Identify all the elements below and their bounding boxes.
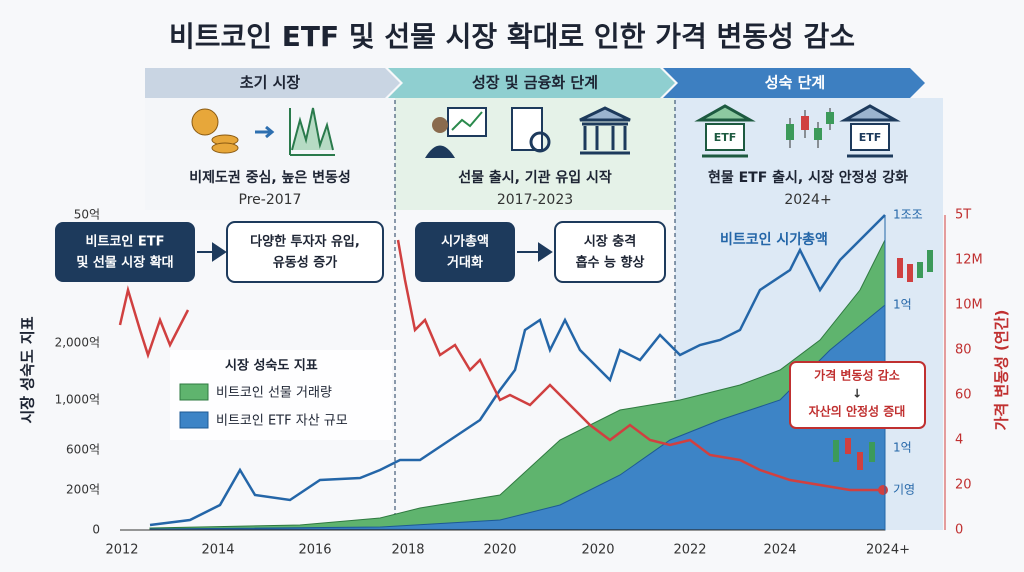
left-tick: 0 bbox=[92, 523, 100, 537]
callout-text: 유동성 증가 bbox=[273, 256, 337, 271]
coin-icon bbox=[191, 107, 335, 156]
phase-panel bbox=[145, 98, 395, 210]
legend-item: 비트코인 ETF 자산 규모 bbox=[216, 414, 348, 429]
inner-label: 기영 bbox=[893, 483, 915, 497]
right-tick: 4 bbox=[955, 433, 963, 448]
inner-label: 1조조 bbox=[893, 208, 923, 222]
note-text: 가격 변동성 감소 bbox=[814, 368, 900, 383]
etf-label: ETF bbox=[714, 131, 737, 144]
legend-swatch bbox=[179, 411, 209, 429]
right-tick: 0 bbox=[955, 523, 963, 538]
market-cap-label: 비트코인 시가총액 bbox=[720, 231, 828, 248]
phase-banner bbox=[663, 68, 925, 98]
right-tick: 12M bbox=[955, 253, 983, 268]
callout-arrow bbox=[197, 242, 227, 262]
x-tick: 2012 bbox=[105, 543, 138, 558]
callout-text: 시장 충격 bbox=[584, 234, 636, 250]
callout bbox=[415, 222, 515, 282]
left-tick: 2,000억 bbox=[55, 336, 100, 350]
etf-label: ETF bbox=[859, 131, 882, 144]
phase-period: 2024+ bbox=[784, 192, 831, 208]
etf-icon: ETF ETF bbox=[694, 104, 901, 158]
legend-swatch bbox=[179, 383, 209, 401]
market-cap-line bbox=[149, 214, 886, 527]
phase-name: 성장 및 금융화 단계 bbox=[472, 74, 598, 92]
note-text: ↓ bbox=[852, 387, 862, 401]
x-tick: 2014 bbox=[201, 543, 234, 558]
callout bbox=[55, 222, 195, 282]
phase-banner bbox=[145, 68, 400, 98]
phase-description: 비제도권 중심, 높은 변동성 bbox=[189, 170, 351, 186]
volatility-end bbox=[878, 485, 888, 495]
phase-description: 현물 ETF 출시, 시장 안정성 강화 bbox=[708, 169, 908, 186]
phase-name: 성숙 단계 bbox=[765, 74, 825, 92]
left-tick: 1,000억 bbox=[55, 393, 100, 407]
callout-arrow bbox=[517, 242, 553, 262]
x-tick: 2024+ bbox=[866, 543, 910, 558]
callout-text: 다양한 투자자 유입, bbox=[250, 234, 360, 250]
left-tick: 50억 bbox=[74, 208, 100, 222]
callout-text: 시가총액 bbox=[441, 234, 489, 250]
legend-title: 시장 성숙도 지표 bbox=[225, 358, 318, 374]
x-tick: 2020 bbox=[581, 543, 614, 558]
legend-item: 비트코인 선물 거래량 bbox=[216, 386, 332, 401]
phase-period: Pre-2017 bbox=[239, 192, 302, 208]
inner-label: 1억 bbox=[893, 298, 912, 312]
right-tick: 20 bbox=[955, 478, 972, 493]
x-tick: 2020 bbox=[483, 543, 516, 558]
phase-name: 초기 시장 bbox=[240, 74, 301, 92]
callout-text: 및 선물 시장 확대 bbox=[76, 255, 173, 271]
phase-description: 선물 출시, 기관 유입 시작 bbox=[458, 169, 612, 186]
callout bbox=[226, 221, 384, 283]
note-text: 자산의 안정성 증대 bbox=[809, 404, 906, 419]
inner-label: 1억 bbox=[893, 441, 912, 455]
right-axis-label: 가격 변동성 (연간) bbox=[993, 310, 1011, 431]
x-tick: 2024 bbox=[763, 543, 796, 558]
right-tick: 80 bbox=[955, 343, 972, 358]
phase-period: 2017-2023 bbox=[497, 192, 573, 208]
x-tick: 2016 bbox=[298, 543, 331, 558]
phase-banner bbox=[388, 68, 675, 98]
title: 비트코인 ETF 및 선물 시장 확대로 인한 가격 변동성 감소 bbox=[169, 20, 855, 53]
callout-text: 흡수 능 향상 bbox=[576, 255, 645, 271]
callout-text: 거대화 bbox=[447, 255, 483, 271]
right-tick: 10M bbox=[955, 298, 983, 313]
volatility-line bbox=[396, 239, 882, 492]
candles bbox=[833, 250, 933, 470]
left-tick: 200억 bbox=[66, 483, 100, 497]
analyst-icon bbox=[425, 106, 631, 158]
left-axis-label: 시장 성숙도 지표 bbox=[19, 316, 37, 423]
left-tick: 600억 bbox=[66, 443, 100, 457]
x-tick: 2022 bbox=[673, 543, 706, 558]
volatility-line bbox=[118, 285, 190, 359]
callout-text: 비트코인 ETF bbox=[86, 234, 165, 250]
right-tick: 5T bbox=[955, 208, 971, 223]
x-tick: 2018 bbox=[391, 543, 424, 558]
note-box bbox=[789, 361, 926, 429]
callout bbox=[554, 221, 666, 283]
right-tick: 60 bbox=[955, 388, 972, 403]
